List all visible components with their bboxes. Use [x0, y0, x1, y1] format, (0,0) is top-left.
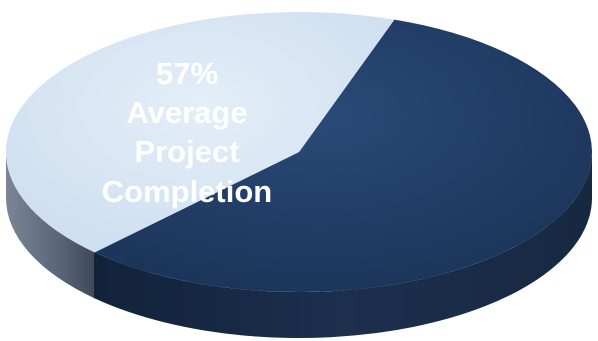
- pie-slice-1: [94, 19, 593, 293]
- pie-value-label: 57%: [156, 56, 218, 91]
- pie-label-line-1: Average: [126, 95, 247, 130]
- pie-slice-2: [6, 12, 395, 253]
- pie-slice-side-1: [94, 152, 592, 339]
- pie-label-line-3: Completion: [102, 174, 273, 209]
- pie-label-line-2: Project: [134, 134, 239, 169]
- pie-slice-side-2: [6, 152, 95, 299]
